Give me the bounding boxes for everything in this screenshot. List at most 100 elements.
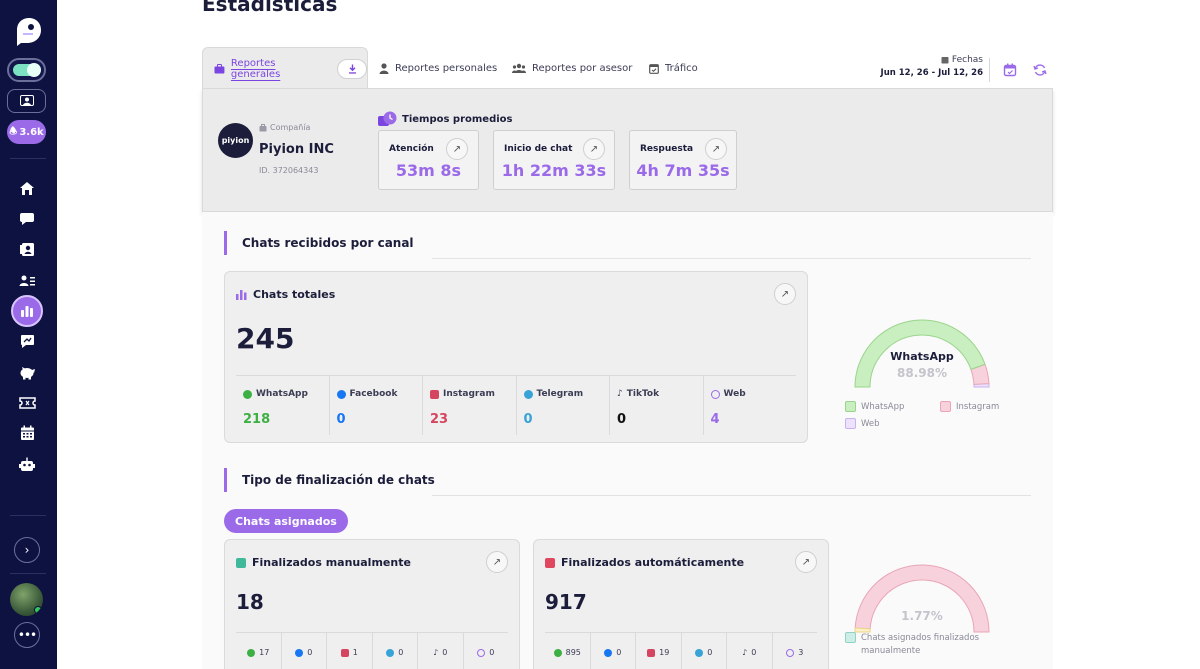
status-toggle[interactable] xyxy=(7,58,46,82)
mini-whatsapp: 17 xyxy=(236,633,282,669)
mini-telegram: 0 xyxy=(373,633,418,669)
channel-value: 0 xyxy=(523,412,533,427)
channel-facebook: Facebook 0 xyxy=(330,376,423,435)
card-title: Finalizados automáticamente xyxy=(545,556,744,569)
refresh-icon[interactable] xyxy=(1033,62,1047,76)
stats-icon[interactable] xyxy=(11,295,43,327)
card-value: 18 xyxy=(236,590,264,614)
bar-chart-icon xyxy=(236,289,247,300)
expand-sidebar-button[interactable]: › xyxy=(14,537,40,563)
mini-instagram: 1 xyxy=(327,633,373,669)
date-range-display[interactable]: Fechas Jun 12, 26 - Jul 12, 26 xyxy=(881,55,983,78)
total-chats: 245 xyxy=(236,322,295,355)
section-divider xyxy=(432,495,1031,496)
card-title: Finalizados manualmente xyxy=(236,556,411,569)
mini-facebook: 0 xyxy=(282,633,327,669)
mini-value: 17 xyxy=(259,648,270,657)
legend-label: Chats asignados finalizados manualmente xyxy=(861,633,980,656)
content-area: Chats recibidos por canal Chats totales … xyxy=(202,212,1053,669)
x-badge-icon xyxy=(545,557,555,568)
card-title: Chats totales xyxy=(236,288,335,301)
expand-arrow-icon[interactable]: ↗ xyxy=(774,283,796,305)
more-options-button[interactable]: ••• xyxy=(14,622,40,648)
metric-respuesta: Respuesta ↗ 4h 7m 35s xyxy=(629,130,737,190)
calendar-picker-icon[interactable] xyxy=(1003,62,1017,77)
page-title: Estadísticas xyxy=(202,0,338,16)
contacts-icon[interactable] xyxy=(17,239,37,259)
company-logo: piyion xyxy=(218,123,253,158)
messenger-icon xyxy=(295,648,304,657)
app-logo-icon[interactable] xyxy=(11,16,43,48)
campaign-icon[interactable] xyxy=(17,331,37,351)
telegram-icon xyxy=(523,389,533,399)
channel-value: 23 xyxy=(430,412,449,427)
ellipsis-icon: ••• xyxy=(17,628,37,642)
avatar[interactable] xyxy=(10,583,43,616)
tab-reportes-personales[interactable]: Reportes personales xyxy=(379,47,497,89)
mini-value: 895 xyxy=(565,648,581,657)
channel-instagram: Instagram 23 xyxy=(423,376,517,435)
ticket-icon[interactable] xyxy=(17,393,37,413)
legend-item-instagram: Instagram xyxy=(940,401,999,412)
card-title-text: Finalizados automáticamente xyxy=(561,556,745,569)
channels-row: WhatsApp 218 Facebook 0 Instagram 23 Tel… xyxy=(236,375,796,435)
calendar-icon[interactable] xyxy=(17,423,37,443)
mini-value: 0 xyxy=(489,648,495,657)
gauge-segment xyxy=(854,627,871,633)
tab-reportes-por-asesor[interactable]: Reportes por asesor xyxy=(512,47,632,89)
tiktok-icon: ♪ xyxy=(433,648,439,657)
chats-asignados-pill[interactable]: Chats asignados xyxy=(224,509,348,533)
channel-value: 4 xyxy=(710,412,720,427)
section-divider xyxy=(432,258,1031,259)
metric-label: Atención xyxy=(389,144,434,154)
dates-range: Jun 12, 26 - Jul 12, 26 xyxy=(880,68,983,78)
home-icon[interactable] xyxy=(17,178,37,198)
section-title-canal: Chats recibidos por canal xyxy=(224,231,414,255)
users-list-icon[interactable] xyxy=(17,270,37,290)
notifications-badge[interactable]: 🕭 3.6k xyxy=(7,120,46,144)
instagram-icon xyxy=(647,648,656,657)
download-icon xyxy=(348,64,356,74)
instagram-icon xyxy=(340,648,349,657)
card-title-text: Finalizados manualmente xyxy=(252,556,411,569)
chat-icon[interactable] xyxy=(17,209,37,229)
expand-arrow-icon[interactable]: ↗ xyxy=(486,551,508,573)
expand-arrow-icon[interactable]: ↗ xyxy=(583,138,605,160)
sidebar-divider xyxy=(10,515,46,516)
contact-card-icon[interactable] xyxy=(7,89,46,113)
expand-arrow-icon[interactable]: ↗ xyxy=(705,138,727,160)
globe-icon xyxy=(710,389,720,399)
mini-tiktok: ♪ 0 xyxy=(418,633,464,669)
mini-value: 0 xyxy=(307,648,313,657)
expand-arrow-icon[interactable]: ↗ xyxy=(446,138,468,160)
legend-swatch xyxy=(845,418,856,429)
chevron-right-icon: › xyxy=(24,543,30,557)
mini-web: 0 xyxy=(464,633,509,669)
legend-label: WhatsApp xyxy=(861,401,905,412)
channel-whatsapp: WhatsApp 218 xyxy=(236,376,330,435)
finalizacion-gauge-chart: 1.77% xyxy=(854,564,990,633)
tab-reportes-generales[interactable]: Reportes generales xyxy=(202,47,368,89)
legend-swatch xyxy=(940,401,951,412)
tiempos-title: Tiempos promedios xyxy=(378,111,512,127)
gauge-segment xyxy=(854,319,986,388)
card-value: 917 xyxy=(545,590,587,614)
tab-trafico[interactable]: Tráfico xyxy=(649,47,698,89)
bot-icon[interactable] xyxy=(17,454,37,474)
whatsapp-icon xyxy=(247,648,256,657)
mini-value: 0 xyxy=(442,648,448,657)
legend-label: Instagram xyxy=(956,401,1000,412)
channel-name: Instagram xyxy=(443,389,495,399)
group-icon xyxy=(512,63,526,73)
company-name: Piyion INC xyxy=(259,142,334,157)
company-id: ID. 372064343 xyxy=(259,166,319,175)
expand-arrow-icon[interactable]: ↗ xyxy=(795,551,817,573)
gauge-label: WhatsApp xyxy=(890,350,954,363)
chats-totales-card: Chats totales ↗ 245 WhatsApp 218 Faceboo… xyxy=(224,271,808,443)
piggy-bank-icon[interactable] xyxy=(17,362,37,382)
channel-name: Web xyxy=(723,389,746,399)
download-button[interactable] xyxy=(337,58,367,79)
metric-label: Respuesta xyxy=(640,144,694,154)
building-icon xyxy=(259,123,267,131)
telegram-icon xyxy=(695,648,704,657)
